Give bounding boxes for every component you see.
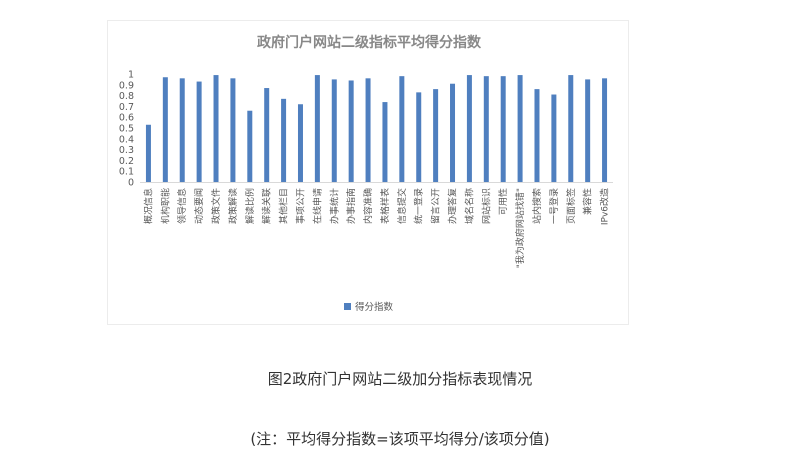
x-tick-label: 动态要闻 [193, 188, 205, 224]
y-tick-label: 0.5 [119, 124, 134, 135]
x-tick-label: 兼容性 [582, 188, 594, 215]
bar [196, 81, 202, 182]
x-tick-label: 其他栏目 [278, 188, 290, 224]
x-tick-label: "我为政府网站找错" [514, 188, 526, 268]
x-tick-label: 解读比例 [244, 188, 256, 224]
bar [466, 75, 472, 182]
bar [483, 76, 489, 182]
y-tick-label: 0.1 [119, 167, 134, 178]
bar [314, 75, 320, 182]
bar [264, 88, 270, 182]
figure-note: (注：平均得分指数=该项平均得分/该项分值) [250, 430, 550, 448]
bar [145, 124, 151, 182]
x-tick-label: 政策解读 [227, 188, 239, 224]
x-tick-label: 办理答复 [447, 188, 459, 224]
bar [500, 76, 506, 182]
x-tick-label: 统一登录 [413, 188, 425, 224]
y-tick-label: 1 [128, 70, 134, 81]
x-tick-label: IPv6改造 [599, 188, 611, 225]
x-tick-label: 领导信息 [176, 188, 188, 224]
bar [297, 104, 303, 182]
bar [399, 76, 405, 182]
bar [416, 92, 422, 182]
x-tick-label: 事项公开 [294, 188, 306, 224]
x-tick-label: 政策文件 [210, 188, 222, 224]
x-tick-label: 内容准确 [362, 188, 374, 224]
bar-chart: 政府门户网站二级指标平均得分指数00.10.20.30.40.50.60.70.… [119, 34, 613, 313]
x-tick-label: 可用性 [497, 188, 509, 215]
bar [433, 89, 439, 182]
bar [568, 75, 574, 182]
bar [247, 110, 253, 182]
legend: 得分指数 [344, 301, 394, 313]
x-tick-label: 办事统计 [328, 188, 340, 224]
y-tick-label: 0.8 [119, 91, 134, 102]
y-tick-label: 0.4 [119, 134, 134, 145]
x-tick-label: 机构职能 [159, 188, 171, 224]
bar [382, 102, 388, 182]
chart-title: 政府门户网站二级指标平均得分指数 [257, 34, 482, 51]
bar [179, 78, 185, 182]
bar [331, 79, 337, 182]
bar [213, 75, 219, 182]
x-tick-label: 概况信息 [142, 188, 154, 224]
bar [162, 77, 168, 182]
bar [551, 94, 557, 182]
x-tick-label: 域名名称 [463, 188, 475, 224]
legend-swatch [344, 303, 351, 310]
x-tick-label: 办事指南 [345, 188, 357, 224]
chart-card: 政府门户网站二级指标平均得分指数 0 0.1 0.2 0.3 0.4 0.5 0.6 0.7 0.… [107, 20, 629, 325]
bar [450, 83, 456, 182]
x-tick-label: 页面标签 [565, 188, 577, 224]
bar [602, 78, 608, 182]
x-tick-label: 信息提交 [396, 188, 408, 224]
bar [517, 75, 523, 182]
bar [534, 89, 540, 182]
bar [365, 78, 371, 182]
x-tick-label: 一号登录 [549, 188, 560, 224]
legend-label: 得分指数 [355, 301, 394, 313]
x-tick-label: 在线申请 [311, 188, 323, 224]
y-tick-label: 0.3 [119, 145, 134, 156]
y-tick-label: 0.9 [119, 80, 134, 91]
x-tick-label: 网站标识 [480, 188, 492, 224]
x-tick-label: 留言公开 [430, 188, 442, 224]
x-tick-label: 表格样表 [379, 188, 391, 224]
y-tick-label: 0.7 [119, 102, 134, 113]
x-tick-label: 解读关联 [261, 188, 273, 224]
x-tick-label: 站内搜索 [531, 188, 543, 224]
y-tick-label: 0 [128, 178, 134, 189]
bar [348, 80, 354, 182]
bar [230, 78, 236, 182]
bar [281, 98, 287, 182]
y-tick-label: 0.6 [119, 113, 134, 124]
figure-caption: 图2政府门户网站二级加分指标表现情况 [267, 370, 533, 388]
y-tick-label: 0.2 [119, 156, 134, 167]
bar [585, 79, 591, 182]
